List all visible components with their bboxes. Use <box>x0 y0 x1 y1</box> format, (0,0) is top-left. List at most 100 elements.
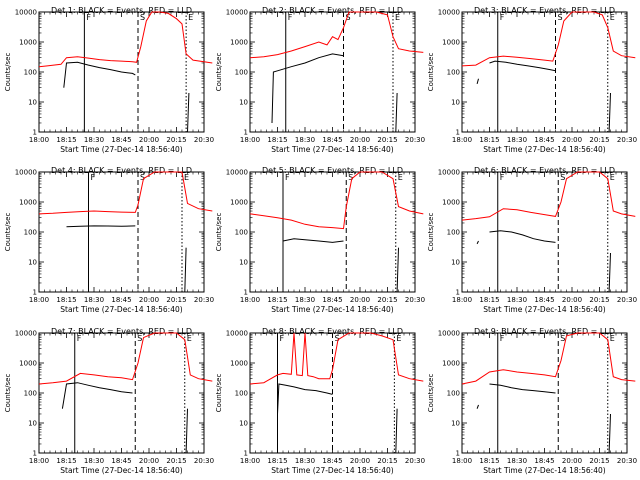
x-tick-label: 20:15 <box>377 136 397 144</box>
x-tick-label: 18:30 <box>84 296 104 304</box>
y-tick-label: 10 <box>451 99 460 107</box>
marker-label-s: S <box>335 334 340 343</box>
marker-label-f: F <box>500 13 505 22</box>
panel-title: Det 1: BLACK = Events, RED = LLD <box>51 6 192 15</box>
y-tick-label: 1000 <box>230 39 248 47</box>
marker-label-e: E <box>187 334 192 343</box>
y-axis-label: Counts/sec <box>4 213 12 252</box>
x-tick-label: 18:00 <box>29 296 49 304</box>
x-tick-label: 20:15 <box>377 296 397 304</box>
x-tick-label: 18:00 <box>452 457 472 465</box>
events-series-line <box>476 240 479 245</box>
marker-label-f: F <box>280 334 285 343</box>
x-tick-label: 18:15 <box>479 136 499 144</box>
y-tick-label: 1000 <box>230 199 248 207</box>
x-tick-label: 18:15 <box>267 296 287 304</box>
y-tick-label: 10000 <box>438 169 460 177</box>
y-tick-label: 1 <box>244 129 248 137</box>
x-tick-label: 20:15 <box>166 457 186 465</box>
lld-series-line <box>38 171 213 215</box>
marker-label-e: E <box>188 13 193 22</box>
x-tick-label: 20:15 <box>589 457 609 465</box>
detector-panel-2: Det 2: BLACK = Events, RED = LLD 1 10 100 10… <box>215 6 425 154</box>
lld-series-line <box>38 11 213 68</box>
x-tick-label: 18:00 <box>452 296 472 304</box>
y-tick-label: 10 <box>451 420 460 428</box>
x-tick-label: 18:30 <box>295 136 315 144</box>
y-tick-label: 10 <box>28 259 37 267</box>
marker-label-f: F <box>288 13 293 22</box>
x-tick-label: 20:30 <box>617 457 637 465</box>
x-axis-label: Start Time (27-Dec-14 18:56:40) <box>60 145 182 154</box>
y-tick-label: 10 <box>239 259 248 267</box>
y-tick-label: 10 <box>239 420 248 428</box>
y-tick-label: 10 <box>28 420 37 428</box>
y-tick-label: 100 <box>24 69 37 77</box>
x-axis-label: Start Time (27-Dec-14 18:56:40) <box>271 466 393 475</box>
x-tick-label: 20:00 <box>350 136 370 144</box>
events-series-line <box>476 404 479 409</box>
y-tick-label: 100 <box>24 229 37 237</box>
lld-series-line <box>249 332 424 385</box>
x-tick-label: 18:15 <box>267 136 287 144</box>
y-tick-label: 1 <box>33 450 37 458</box>
y-tick-label: 100 <box>447 229 460 237</box>
x-axis-label: Start Time (27-Dec-14 18:56:40) <box>483 305 605 314</box>
panel-title: Det 7: BLACK = Events, RED = LLD <box>51 327 192 336</box>
y-axis-label: Counts/sec <box>215 213 223 252</box>
events-series-line <box>608 413 611 454</box>
plot-frame <box>38 171 205 293</box>
detector-panel-4: Det 4: BLACK = Events, RED = LLD 1 10 100 10… <box>4 166 214 314</box>
detector-panel-9: Det 9: BLACK = Events, RED = LLD 1 10 100 10… <box>427 327 637 475</box>
detector-panel-8: Det 8: BLACK = Events, RED = LLD 1 10 100 10… <box>215 327 425 475</box>
events-series-line <box>66 225 136 228</box>
lld-series-line <box>461 332 636 385</box>
y-tick-label: 1000 <box>230 360 248 368</box>
marker-label-s: S <box>560 334 565 343</box>
x-tick-label: 18:30 <box>84 457 104 465</box>
x-tick-label: 18:45 <box>111 296 131 304</box>
x-axis-label: Start Time (27-Dec-14 18:56:40) <box>271 305 393 314</box>
y-tick-label: 100 <box>235 390 248 398</box>
marker-label-e: E <box>398 173 403 182</box>
y-tick-label: 100 <box>24 390 37 398</box>
y-tick-label: 1 <box>244 450 248 458</box>
marker-label-f: F <box>86 13 91 22</box>
y-tick-label: 10000 <box>226 330 248 338</box>
x-tick-label: 18:45 <box>534 296 554 304</box>
x-tick-label: 18:45 <box>111 457 131 465</box>
x-tick-label: 20:00 <box>562 457 582 465</box>
panel-title: Det 8: BLACK = Events, RED = LLD <box>262 327 403 336</box>
x-tick-label: 20:00 <box>139 296 159 304</box>
panel-title: Det 9: BLACK = Events, RED = LLD <box>474 327 615 336</box>
x-axis-label: Start Time (27-Dec-14 18:56:40) <box>483 466 605 475</box>
lld-series-line <box>249 11 424 59</box>
marker-label-e: E <box>395 13 400 22</box>
lld-series-line <box>38 332 213 385</box>
y-tick-label: 1000 <box>19 39 37 47</box>
events-series-line <box>271 53 344 124</box>
marker-label-f: F <box>91 173 96 182</box>
x-tick-label: 20:30 <box>405 457 425 465</box>
y-tick-label: 1000 <box>442 199 460 207</box>
y-tick-label: 1 <box>244 289 248 297</box>
x-tick-label: 20:30 <box>617 296 637 304</box>
y-tick-label: 10000 <box>438 9 460 17</box>
detector-panel-5: Det 5: BLACK = Events, RED = LLD 1 10 100 10… <box>215 166 425 314</box>
y-tick-label: 10000 <box>15 9 37 17</box>
y-axis-label: Counts/sec <box>427 374 435 413</box>
detector-panel-6: Det 6: BLACK = Events, RED = LLD 1 10 100 10… <box>427 166 637 314</box>
marker-label-f: F <box>500 334 505 343</box>
y-tick-label: 1000 <box>19 360 37 368</box>
plot-frame <box>461 11 628 133</box>
x-tick-label: 20:15 <box>589 136 609 144</box>
panel-title: Det 2: BLACK = Events, RED = LLD <box>262 6 403 15</box>
y-tick-label: 10000 <box>15 169 37 177</box>
x-tick-label: 18:00 <box>240 296 260 304</box>
y-tick-label: 100 <box>235 69 248 77</box>
y-axis-label: Counts/sec <box>427 213 435 252</box>
marker-label-e: E <box>184 173 189 182</box>
lld-series-line <box>461 11 636 67</box>
y-axis-label: Counts/sec <box>215 374 223 413</box>
plot-frame <box>461 171 628 293</box>
